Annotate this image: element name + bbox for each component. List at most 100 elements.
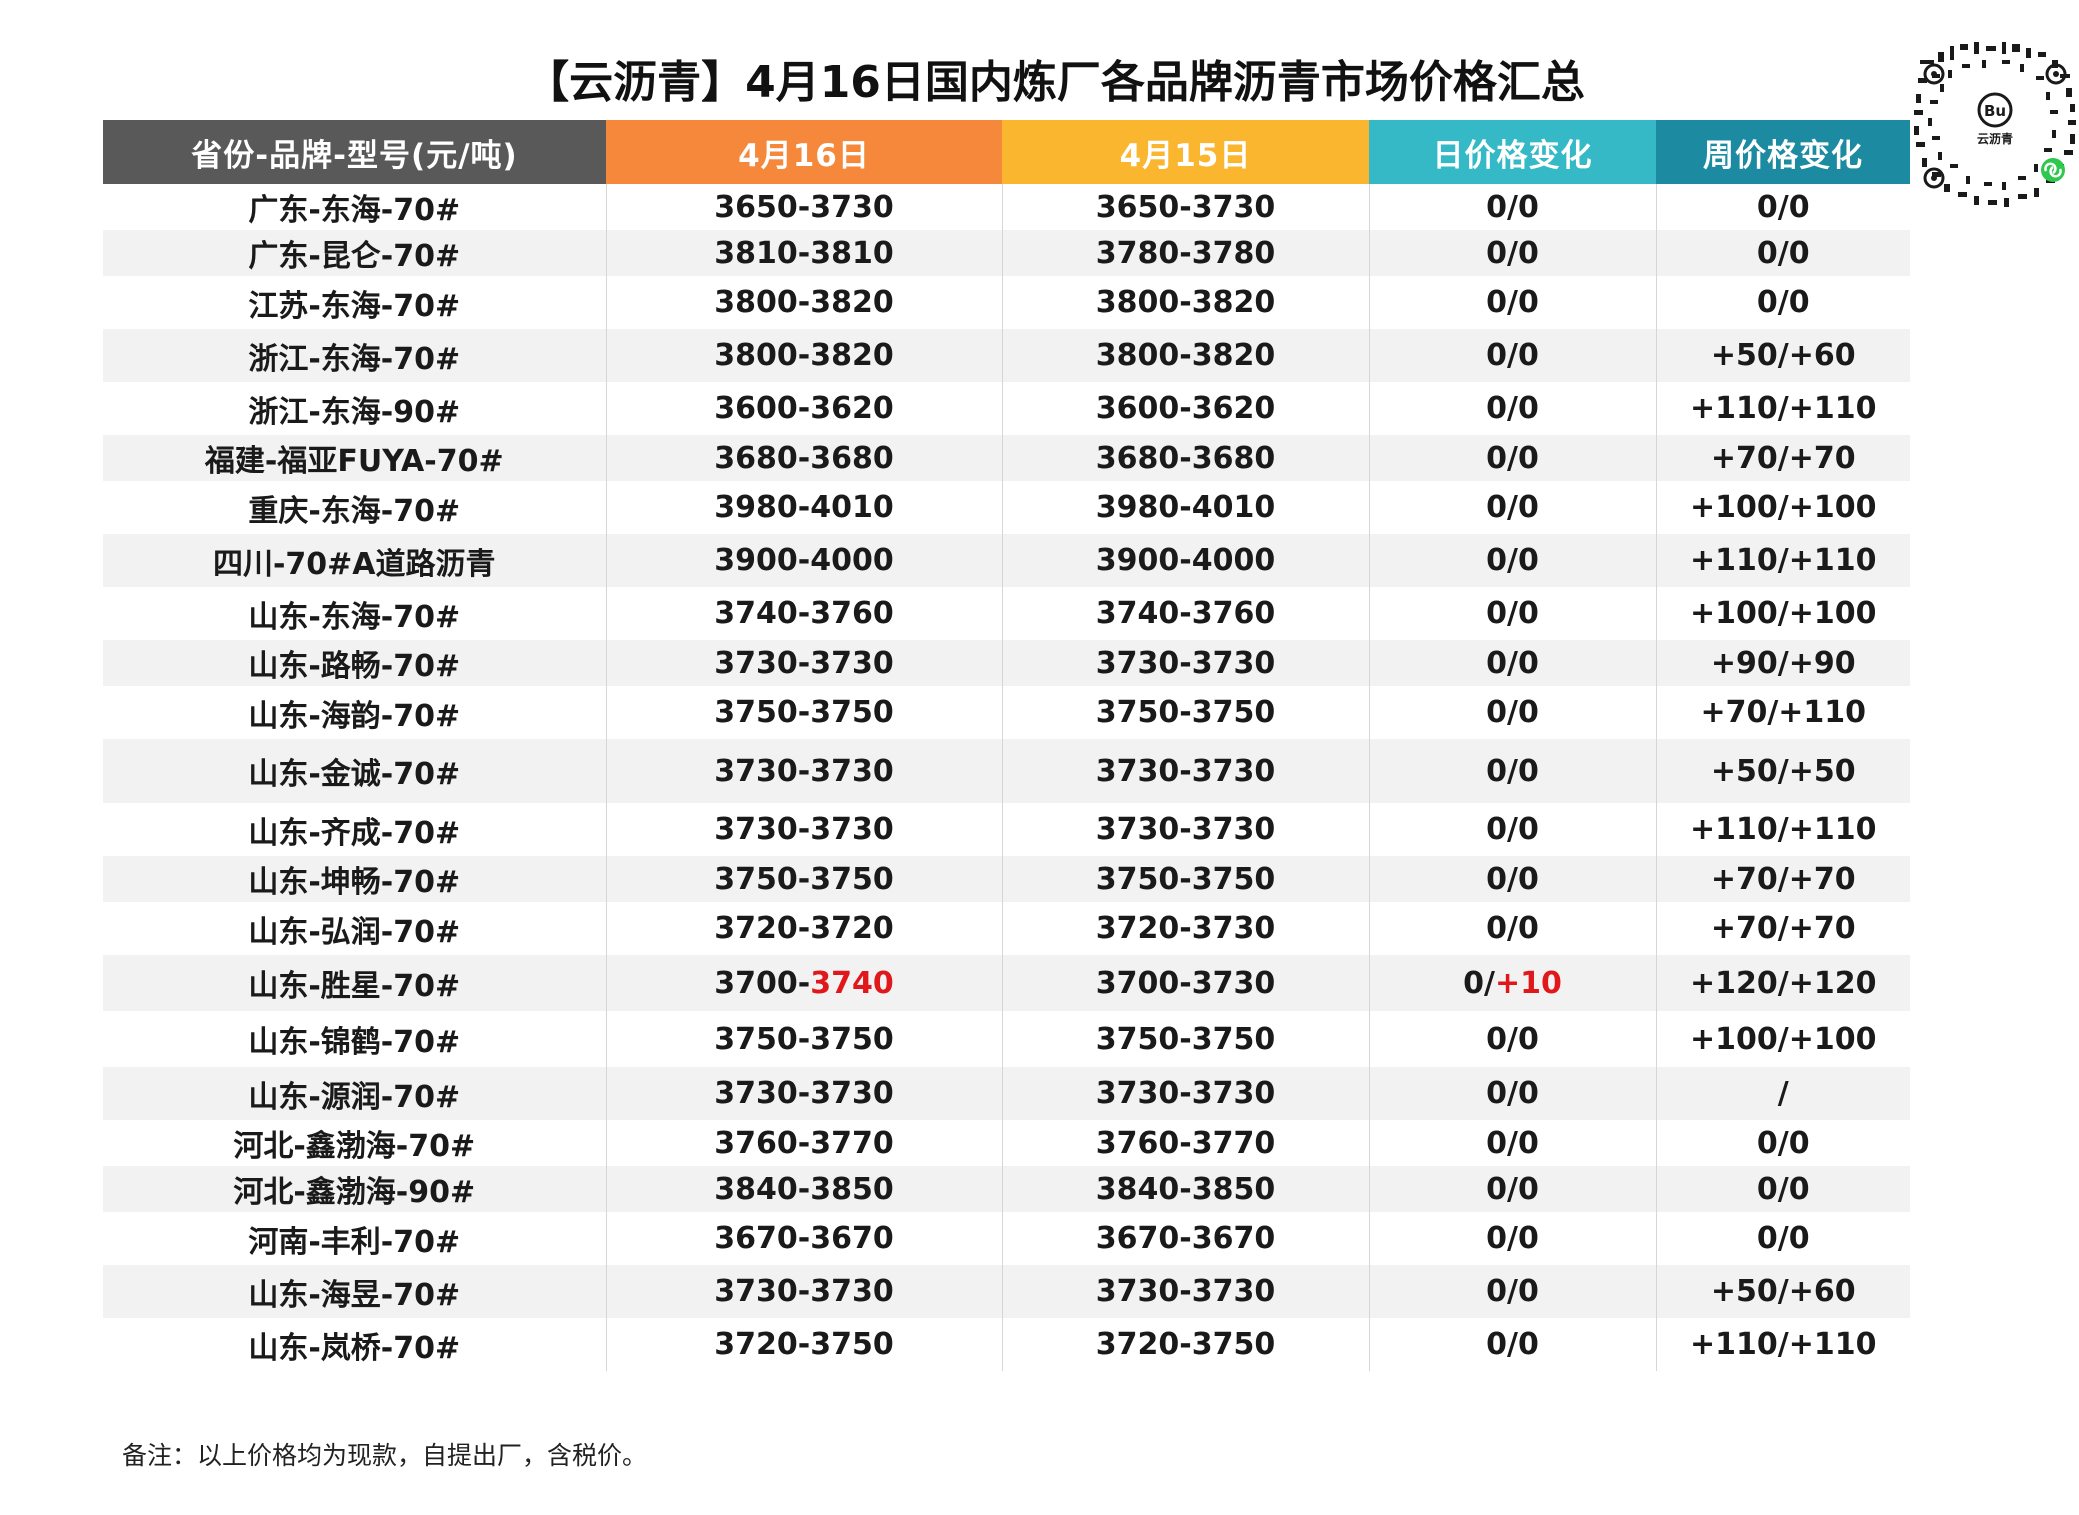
daily-change-cell: 0/0 (1368, 1318, 1656, 1371)
brand-cell: 浙江-东海-90# (248, 394, 461, 430)
price-apr16-cell: 3600-3620 (605, 382, 1002, 435)
weekly-change-cell: +100/+100 (1655, 587, 1910, 640)
weekly-change-cell: +70/+70 (1655, 856, 1910, 902)
daily-change-cell: 0/0 (1368, 1166, 1656, 1212)
brand-cell: 山东-弘润-70# (248, 914, 461, 950)
price-apr15-cell: 3730-3730 (1001, 1265, 1369, 1318)
price-apr15-cell: 3800-3820 (1001, 329, 1369, 382)
brand-cell: 山东-胜星-70# (103, 955, 606, 1011)
price-apr15-cell: 3730-3730 (1001, 1067, 1369, 1120)
price-apr16-cell: 3750-3750 (605, 856, 1002, 902)
table-row: 重庆-东海-70# 3980-4010 3980-4010 0/0 +100/+… (103, 481, 1910, 534)
qr-code-icon: Bu 云沥青 (1914, 42, 2076, 207)
weekly-change-cell: 0/0 (1655, 230, 1910, 276)
brand-cell: 山东-路畅-70# (103, 640, 606, 686)
table-row: 河北-鑫渤海-70# 3760-3770 3760-3770 0/0 0/0 (103, 1120, 1910, 1166)
weekly-change-cell: +70/+70 (1655, 435, 1910, 481)
price-apr16-cell: 3730-3730 (605, 1067, 1002, 1120)
price-apr15-cell: 3730-3730 (1001, 739, 1369, 803)
price-apr15-cell: 3600-3620 (1001, 382, 1369, 435)
price-apr16-cell: 3840-3850 (605, 1166, 1002, 1212)
price-apr15-cell: 3980-4010 (1001, 481, 1369, 534)
table-row: 福建-福亚FUYA-70# 3680-3680 3680-3680 0/0 +7… (103, 435, 1910, 481)
brand-cell: 山东-金诚-70# (103, 739, 606, 803)
table-row: 山东-源润-70# 3730-3730 3730-3730 0/0 / (103, 1067, 1910, 1120)
weekly-change-cell: +110/+110 (1655, 534, 1910, 587)
table-row: 山东-齐成-70# 3730-3730 3730-3730 0/0 +110/+… (103, 803, 1910, 856)
table-row: 山东-弘润-70# 3720-3720 3720-3730 0/0 +70/+7… (103, 902, 1910, 955)
weekly-change-cell: +110/+110 (1655, 1318, 1910, 1371)
table-row: 山东-金诚-70# 3730-3730 3730-3730 0/0 +50/+5… (103, 739, 1910, 803)
price-apr15-cell: 3840-3850 (1001, 1166, 1369, 1212)
price-apr15-cell: 3730-3730 (1001, 640, 1369, 686)
daily-change-cell: 0/0 (1368, 902, 1656, 955)
price-apr16-cell: 3670-3670 (605, 1212, 1002, 1265)
brand-cell: 山东-源润-70# (103, 1067, 606, 1120)
price-table: 省份-品牌-型号(元/吨) 4月16日 4月15日 日价格变化 周价格变化 广东… (103, 120, 1910, 1371)
daily-change-cell: 0/0 (1368, 739, 1656, 803)
brand-cell: 浙江-东海-70# (103, 329, 606, 382)
price-apr16-cell: 3700-3740 (605, 955, 1002, 1011)
weekly-change-cell: +110/+110 (1655, 382, 1910, 435)
price-apr16-cell: 3730-3730 (605, 803, 1002, 856)
brand-cell: 广东-昆仑-70# (103, 230, 606, 276)
price-apr16-cell: 3800-3820 (605, 329, 1002, 382)
brand-cell: 山东-海韵-70# (248, 698, 461, 734)
weekly-change-cell: +70/+110 (1655, 686, 1910, 739)
brand-cell: 四川-70#A道路沥青 (103, 534, 606, 587)
daily-change-cell: 0/0 (1368, 230, 1656, 276)
price-apr16-cell: 3750-3750 (605, 686, 1002, 739)
price-apr15-cell: 3680-3680 (1001, 435, 1369, 481)
weekly-change-cell: 0/0 (1655, 184, 1910, 230)
price-apr15-cell: 3720-3750 (1001, 1318, 1369, 1371)
price-apr16-cell: 3980-4010 (605, 481, 1002, 534)
price-apr16-cell: 3680-3680 (605, 435, 1002, 481)
brand-cell: 河北-鑫渤海-70# (233, 1129, 476, 1164)
table-row: 山东-岚桥-70# 3720-3750 3720-3750 0/0 +110/+… (103, 1318, 1910, 1371)
price-apr16-cell: 3800-3820 (605, 276, 1002, 329)
daily-change-cell: 0/0 (1368, 382, 1656, 435)
price-apr15-cell: 3670-3670 (1001, 1212, 1369, 1265)
daily-change-cell: 0/0 (1368, 640, 1656, 686)
table-row: 山东-东海-70# 3740-3760 3740-3760 0/0 +100/+… (103, 587, 1910, 640)
price-apr15-cell: 3730-3730 (1001, 803, 1369, 856)
footnote: 备注：以上价格均为现款，自提出厂，含税价。 (122, 1441, 648, 1470)
table-row: 山东-胜星-70# 3700-3740 3700-3730 0/+10 +120… (103, 955, 1910, 1011)
price-apr16-cell: 3720-3720 (605, 902, 1002, 955)
table-row: 河北-鑫渤海-90# 3840-3850 3840-3850 0/0 0/0 (103, 1166, 1910, 1212)
price-apr16-cell: 3730-3730 (605, 1265, 1002, 1318)
price-apr15-cell: 3900-4000 (1001, 534, 1369, 587)
price-apr16-cell: 3720-3750 (605, 1318, 1002, 1371)
daily-change-cell: 0/0 (1368, 1212, 1656, 1265)
price-apr15-cell: 3750-3750 (1001, 1011, 1369, 1067)
price-apr16-cell: 3750-3750 (605, 1011, 1002, 1067)
price-apr15-cell: 3740-3760 (1001, 587, 1369, 640)
price-apr15-cell: 3800-3820 (1001, 276, 1369, 329)
qr-label: 云沥青 (1977, 131, 2013, 146)
weekly-change-cell: 0/0 (1655, 1120, 1910, 1166)
daily-change-cell: 0/0 (1368, 856, 1656, 902)
header-daily-change: 日价格变化 (1369, 120, 1656, 184)
brand-cell: 重庆-东海-70# (248, 493, 461, 529)
daily-change-cell: 0/0 (1368, 329, 1656, 382)
header-apr16: 4月16日 (606, 120, 1002, 184)
header-apr15: 4月15日 (1002, 120, 1369, 184)
price-apr15-cell: 3750-3750 (1001, 686, 1369, 739)
table-row: 山东-海昱-70# 3730-3730 3730-3730 0/0 +50/+6… (103, 1265, 1910, 1318)
brand-cell: 广东-东海-70# (248, 193, 461, 228)
price-apr15-cell: 3780-3780 (1001, 230, 1369, 276)
brand-cell: 河南-丰利-70# (248, 1224, 461, 1260)
brand-cell: 山东-岚桥-70# (248, 1330, 461, 1366)
weekly-change-cell: / (1655, 1067, 1910, 1120)
daily-change-cell: 0/0 (1368, 435, 1656, 481)
daily-change-cell: 0/0 (1368, 1067, 1656, 1120)
weekly-change-cell: +120/+120 (1655, 955, 1910, 1011)
price-apr15-cell: 3750-3750 (1001, 856, 1369, 902)
table-row: 广东-昆仑-70# 3810-3810 3780-3780 0/0 0/0 (103, 230, 1910, 276)
brand-cell: 江苏-东海-70# (248, 288, 461, 324)
weekly-change-cell: +50/+60 (1655, 329, 1910, 382)
daily-change-cell: 0/0 (1368, 1120, 1656, 1166)
daily-change-cell: 0/0 (1368, 276, 1656, 329)
table-row: 广东-东海-70# 3650-3730 3650-3730 0/0 0/0 (103, 184, 1910, 230)
table-row: 浙江-东海-70# 3800-3820 3800-3820 0/0 +50/+6… (103, 329, 1910, 382)
